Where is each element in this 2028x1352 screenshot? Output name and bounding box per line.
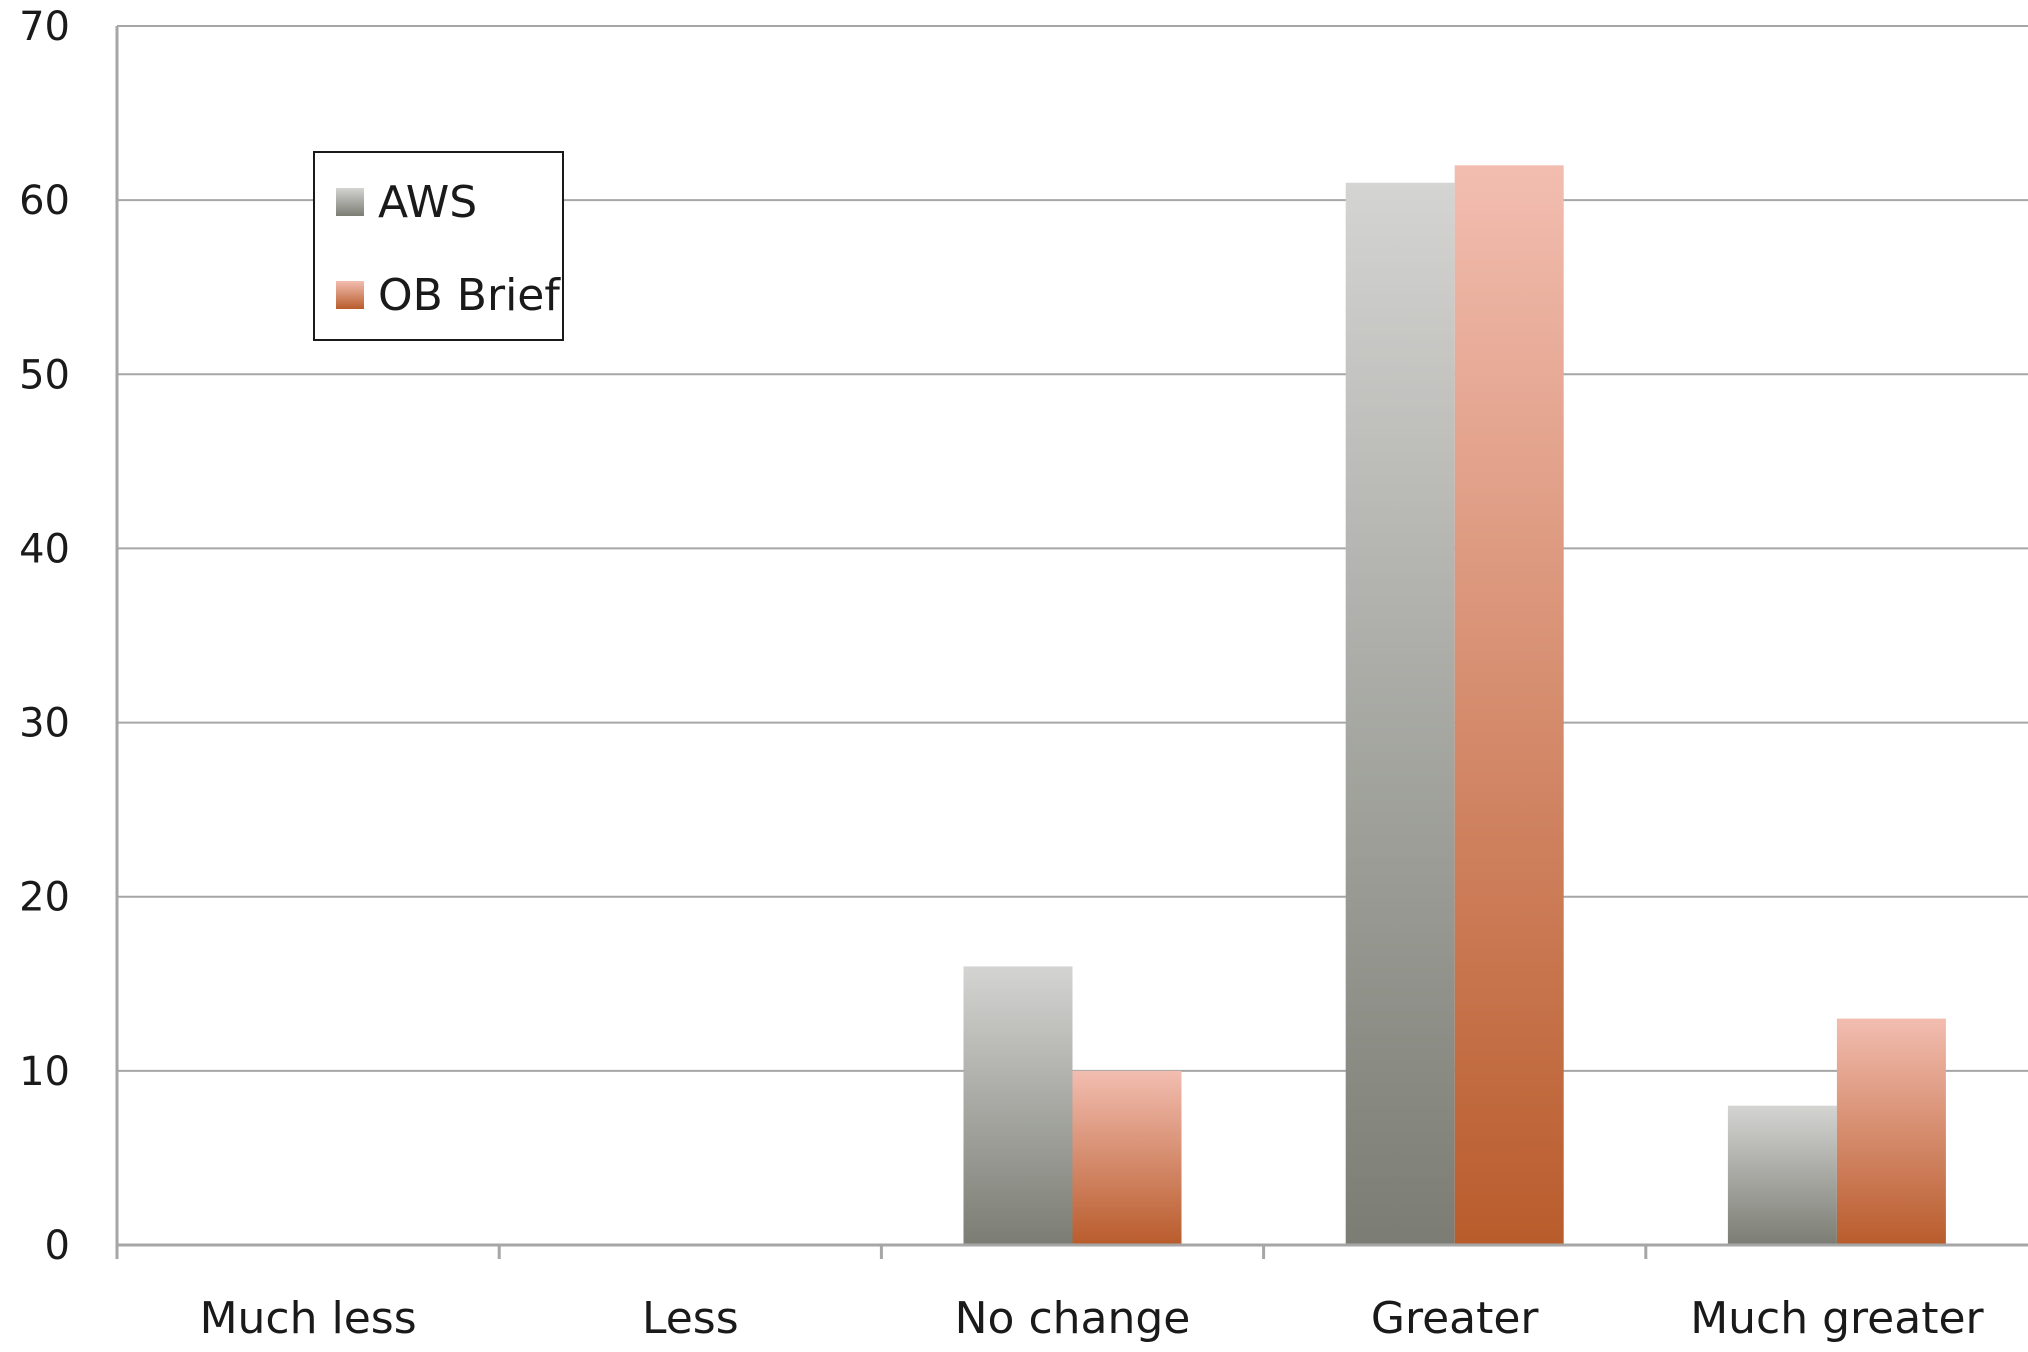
- x-category-label: Greater: [1371, 1293, 1540, 1344]
- y-tick-label: 20: [19, 875, 70, 921]
- bar-ob-brief: [1836, 1018, 1946, 1245]
- x-category-label: Much less: [200, 1293, 417, 1344]
- y-tick-label: 0: [45, 1223, 70, 1269]
- y-tick-label: 50: [19, 352, 70, 398]
- legend: AWS OB Brief: [313, 151, 564, 341]
- x-category-label: No change: [955, 1293, 1191, 1344]
- axes: 0 10 20 30 40 50 60 70 Much less Less No change Gre…: [19, 4, 2028, 1344]
- y-tick-label: 30: [19, 701, 70, 747]
- bars: [963, 165, 1946, 1246]
- bar-aws: [1727, 1105, 1837, 1245]
- x-category-label: Less: [642, 1293, 739, 1344]
- y-tick-label: 70: [19, 4, 70, 50]
- y-tick-label: 60: [19, 178, 70, 224]
- x-category-label: Much greater: [1690, 1293, 1984, 1344]
- y-tick-label: 10: [19, 1049, 70, 1095]
- y-tick-label: 40: [19, 526, 70, 572]
- bar-aws: [963, 966, 1073, 1245]
- bar-aws: [1345, 182, 1455, 1246]
- legend-swatch: [336, 281, 364, 309]
- bar-ob-brief: [1072, 1070, 1182, 1245]
- legend-label: AWS: [378, 177, 477, 228]
- legend-label: OB Brief: [378, 270, 561, 321]
- bar-ob-brief: [1454, 165, 1564, 1245]
- legend-swatch: [336, 188, 364, 216]
